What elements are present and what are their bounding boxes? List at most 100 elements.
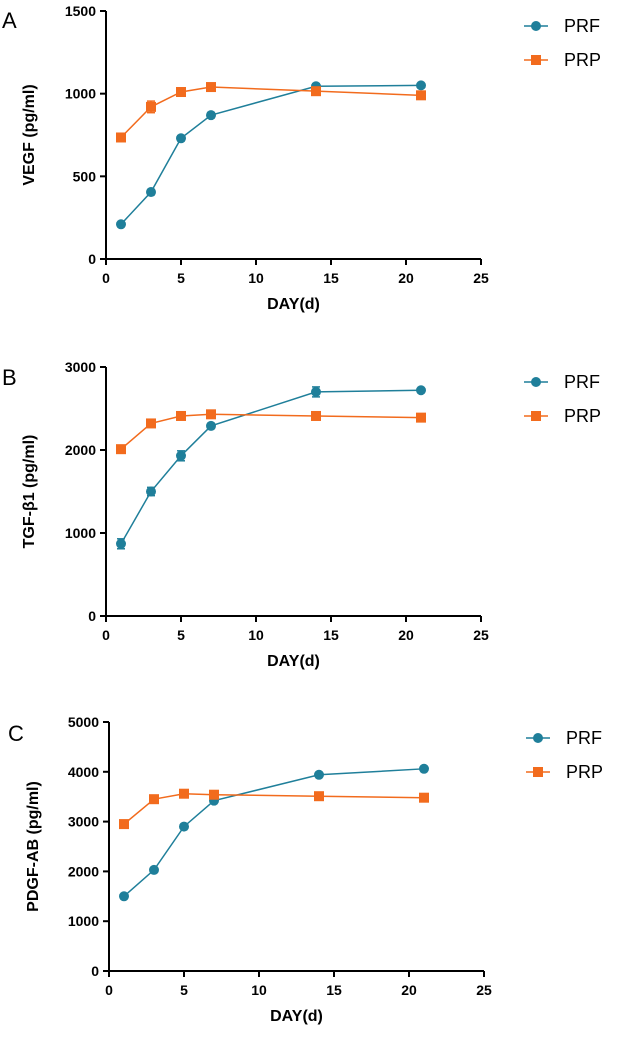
y-axis-title: PDGF-AB (pg/ml): [25, 781, 42, 912]
legend: PRF PRP: [524, 372, 601, 426]
panel-letter: A: [2, 8, 17, 33]
x-tick-label: 20: [398, 627, 414, 643]
data-point-prp: [179, 788, 189, 799]
x-tick-label: 20: [401, 982, 417, 998]
legend-marker-prp: [531, 411, 541, 421]
chart-panel-c: C 0 1000 2000 3000 4000 5000 0 5 10 15 20 25 DAY(d) PD…: [8, 714, 603, 1025]
x-tick-label: 25: [473, 270, 489, 286]
legend-label-prp: PRP: [564, 50, 601, 70]
data-point-prp: [209, 789, 219, 800]
x-tick-label: 10: [248, 270, 264, 286]
data-point-prf: [314, 769, 324, 780]
data-point-prf: [149, 864, 159, 875]
data-point-prp: [416, 90, 426, 101]
series-line-prp: [120, 86, 422, 139]
x-axis-title: DAY(d): [270, 1008, 323, 1025]
series-prf: [116, 385, 426, 550]
data-point-prf: [176, 133, 186, 144]
legend-label-prf: PRF: [564, 16, 600, 36]
data-point-prp: [116, 444, 126, 455]
data-point-prp: [311, 86, 321, 97]
x-axis-title: DAY(d): [267, 296, 320, 313]
y-tick-label: 1000: [65, 525, 96, 541]
x-tick-label: 0: [105, 982, 113, 998]
legend-label-prf: PRF: [564, 372, 600, 392]
series-line-prf: [120, 389, 422, 545]
series-prp: [116, 82, 426, 143]
data-point-prp: [206, 409, 216, 420]
data-point-prp: [419, 792, 429, 803]
chart-panel-a: A 0 500 1000 1500 0 5 10 15 20 25 DAY(d) VEGF (pg/ml…: [2, 3, 601, 313]
series-prf: [116, 80, 426, 230]
x-tick-label: 15: [323, 270, 339, 286]
x-tick-label: 15: [326, 982, 342, 998]
x-tick-label: 20: [398, 270, 414, 286]
data-point-prf: [206, 110, 216, 121]
data-point-prf: [206, 420, 216, 431]
data-point-prf: [311, 386, 321, 397]
y-tick-label: 1500: [65, 3, 96, 19]
y-tick-label: 2000: [68, 863, 99, 879]
y-axis-title: VEGF (pg/ml): [21, 84, 38, 185]
x-tick-label: 10: [251, 982, 267, 998]
data-point-prp: [119, 819, 129, 830]
data-point-prf: [419, 763, 429, 774]
data-point-prp: [176, 410, 186, 421]
x-tick-label: 0: [102, 270, 110, 286]
data-point-prp: [146, 418, 156, 429]
data-point-prp: [314, 791, 324, 802]
series-prp: [116, 409, 426, 455]
x-tick-label: 15: [323, 627, 339, 643]
data-point-prf: [179, 821, 189, 832]
legend-marker-prp: [533, 767, 543, 777]
x-tick-label: 10: [248, 627, 264, 643]
data-point-prf: [416, 80, 426, 91]
x-axis-title: DAY(d): [267, 653, 320, 670]
data-point-prf: [416, 385, 426, 396]
x-tick-label: 25: [473, 627, 489, 643]
legend-label-prp: PRP: [566, 762, 603, 782]
x-tick-label: 5: [180, 982, 188, 998]
data-point-prf: [116, 219, 126, 230]
series-line-prf: [123, 768, 425, 897]
panel-letter: C: [8, 721, 24, 746]
x-tick-label: 25: [476, 982, 492, 998]
panel-letter: B: [2, 365, 17, 390]
data-point-prf: [119, 891, 129, 902]
data-point-prf: [176, 450, 186, 461]
series-line-prp: [120, 413, 422, 450]
y-tick-label: 4000: [68, 764, 99, 780]
legend: PRF PRP: [526, 728, 603, 782]
x-tick-label: 0: [102, 627, 110, 643]
y-tick-label: 1000: [68, 913, 99, 929]
x-tick-label: 5: [177, 627, 185, 643]
y-axis-title: TGF-β1 (pg/ml): [21, 435, 38, 549]
data-point-prp: [416, 412, 426, 423]
chart-panel-b: B 0 1000 2000 3000 0 5 10 15 20 25 DAY(d) TGF-β1 (pg…: [2, 359, 601, 670]
legend: PRF PRP: [524, 16, 601, 70]
y-tick-label: 500: [73, 168, 97, 184]
series-line-prp: [123, 792, 425, 825]
data-point-prp: [149, 794, 159, 805]
series-prf: [119, 763, 429, 902]
data-point-prp: [146, 101, 156, 112]
legend-marker-prp: [531, 55, 541, 65]
series-line-prf: [120, 84, 422, 225]
x-tick-label: 5: [177, 270, 185, 286]
y-tick-label: 1000: [65, 86, 96, 102]
data-point-prf: [146, 187, 156, 198]
legend-marker-prf: [531, 21, 541, 31]
legend-marker-prf: [531, 377, 541, 387]
y-tick-label: 0: [88, 608, 96, 624]
y-tick-label: 5000: [68, 714, 99, 730]
data-point-prp: [116, 132, 126, 143]
y-tick-label: 0: [88, 251, 96, 267]
y-tick-label: 3000: [65, 359, 96, 375]
data-point-prf: [146, 486, 156, 497]
series-prp: [119, 788, 429, 830]
data-point-prp: [206, 82, 216, 93]
y-tick-label: 2000: [65, 442, 96, 458]
data-point-prp: [311, 410, 321, 421]
legend-label-prf: PRF: [566, 728, 602, 748]
